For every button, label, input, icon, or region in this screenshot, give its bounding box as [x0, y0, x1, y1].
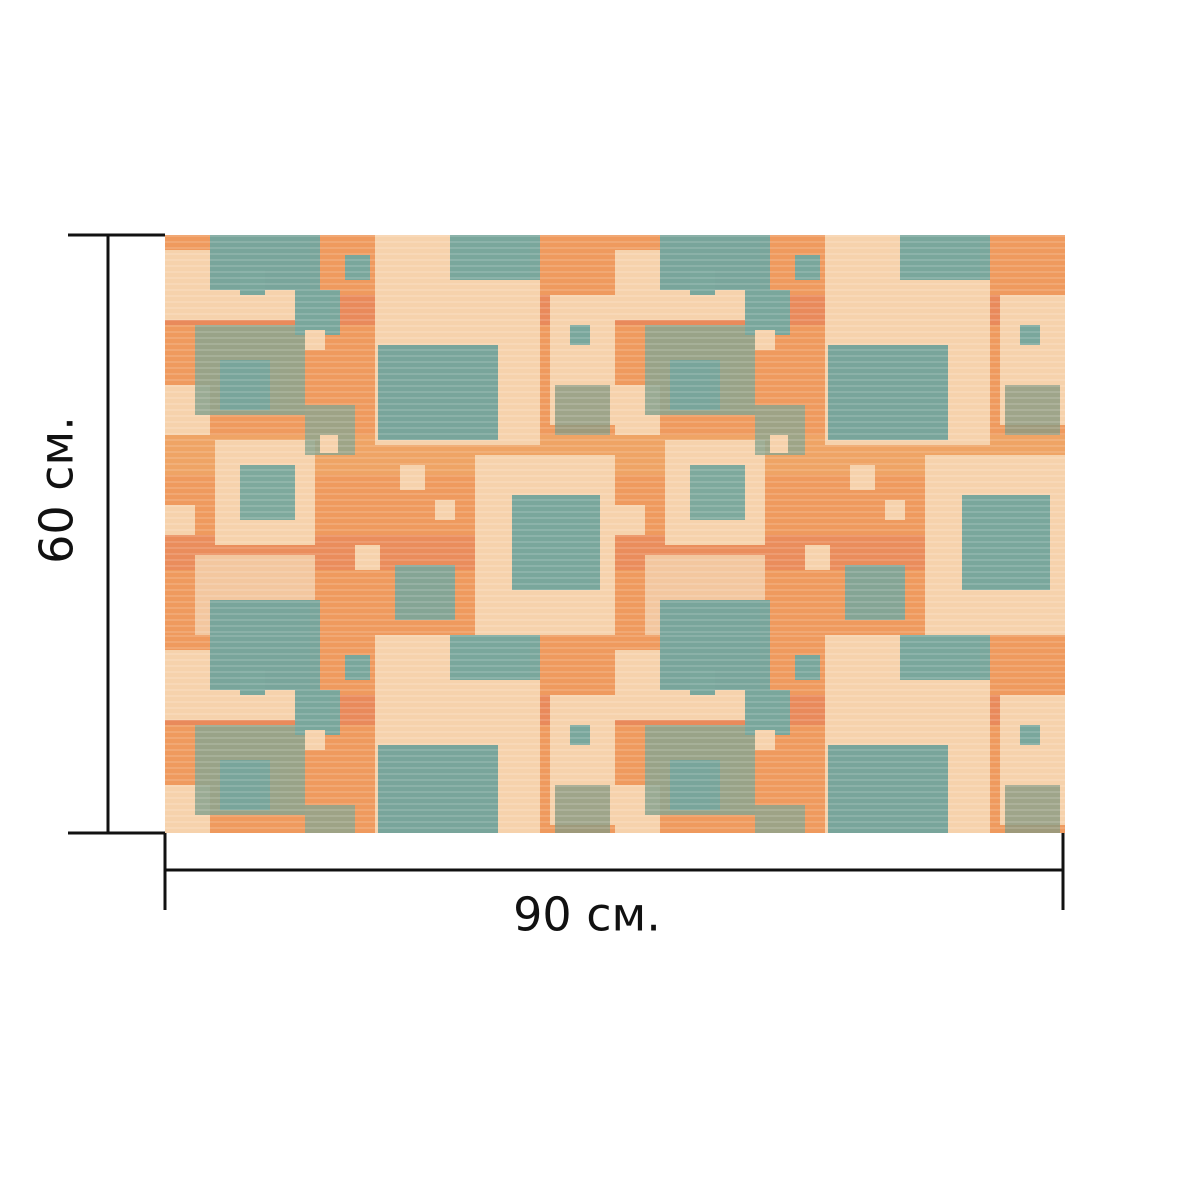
- height-dimension: 60 см.: [30, 233, 165, 835]
- height-label: 60 см.: [30, 416, 84, 564]
- width-label: 90 см.: [513, 888, 661, 942]
- rug-pattern: [165, 235, 1065, 833]
- width-dimension: 90 см.: [163, 833, 1065, 942]
